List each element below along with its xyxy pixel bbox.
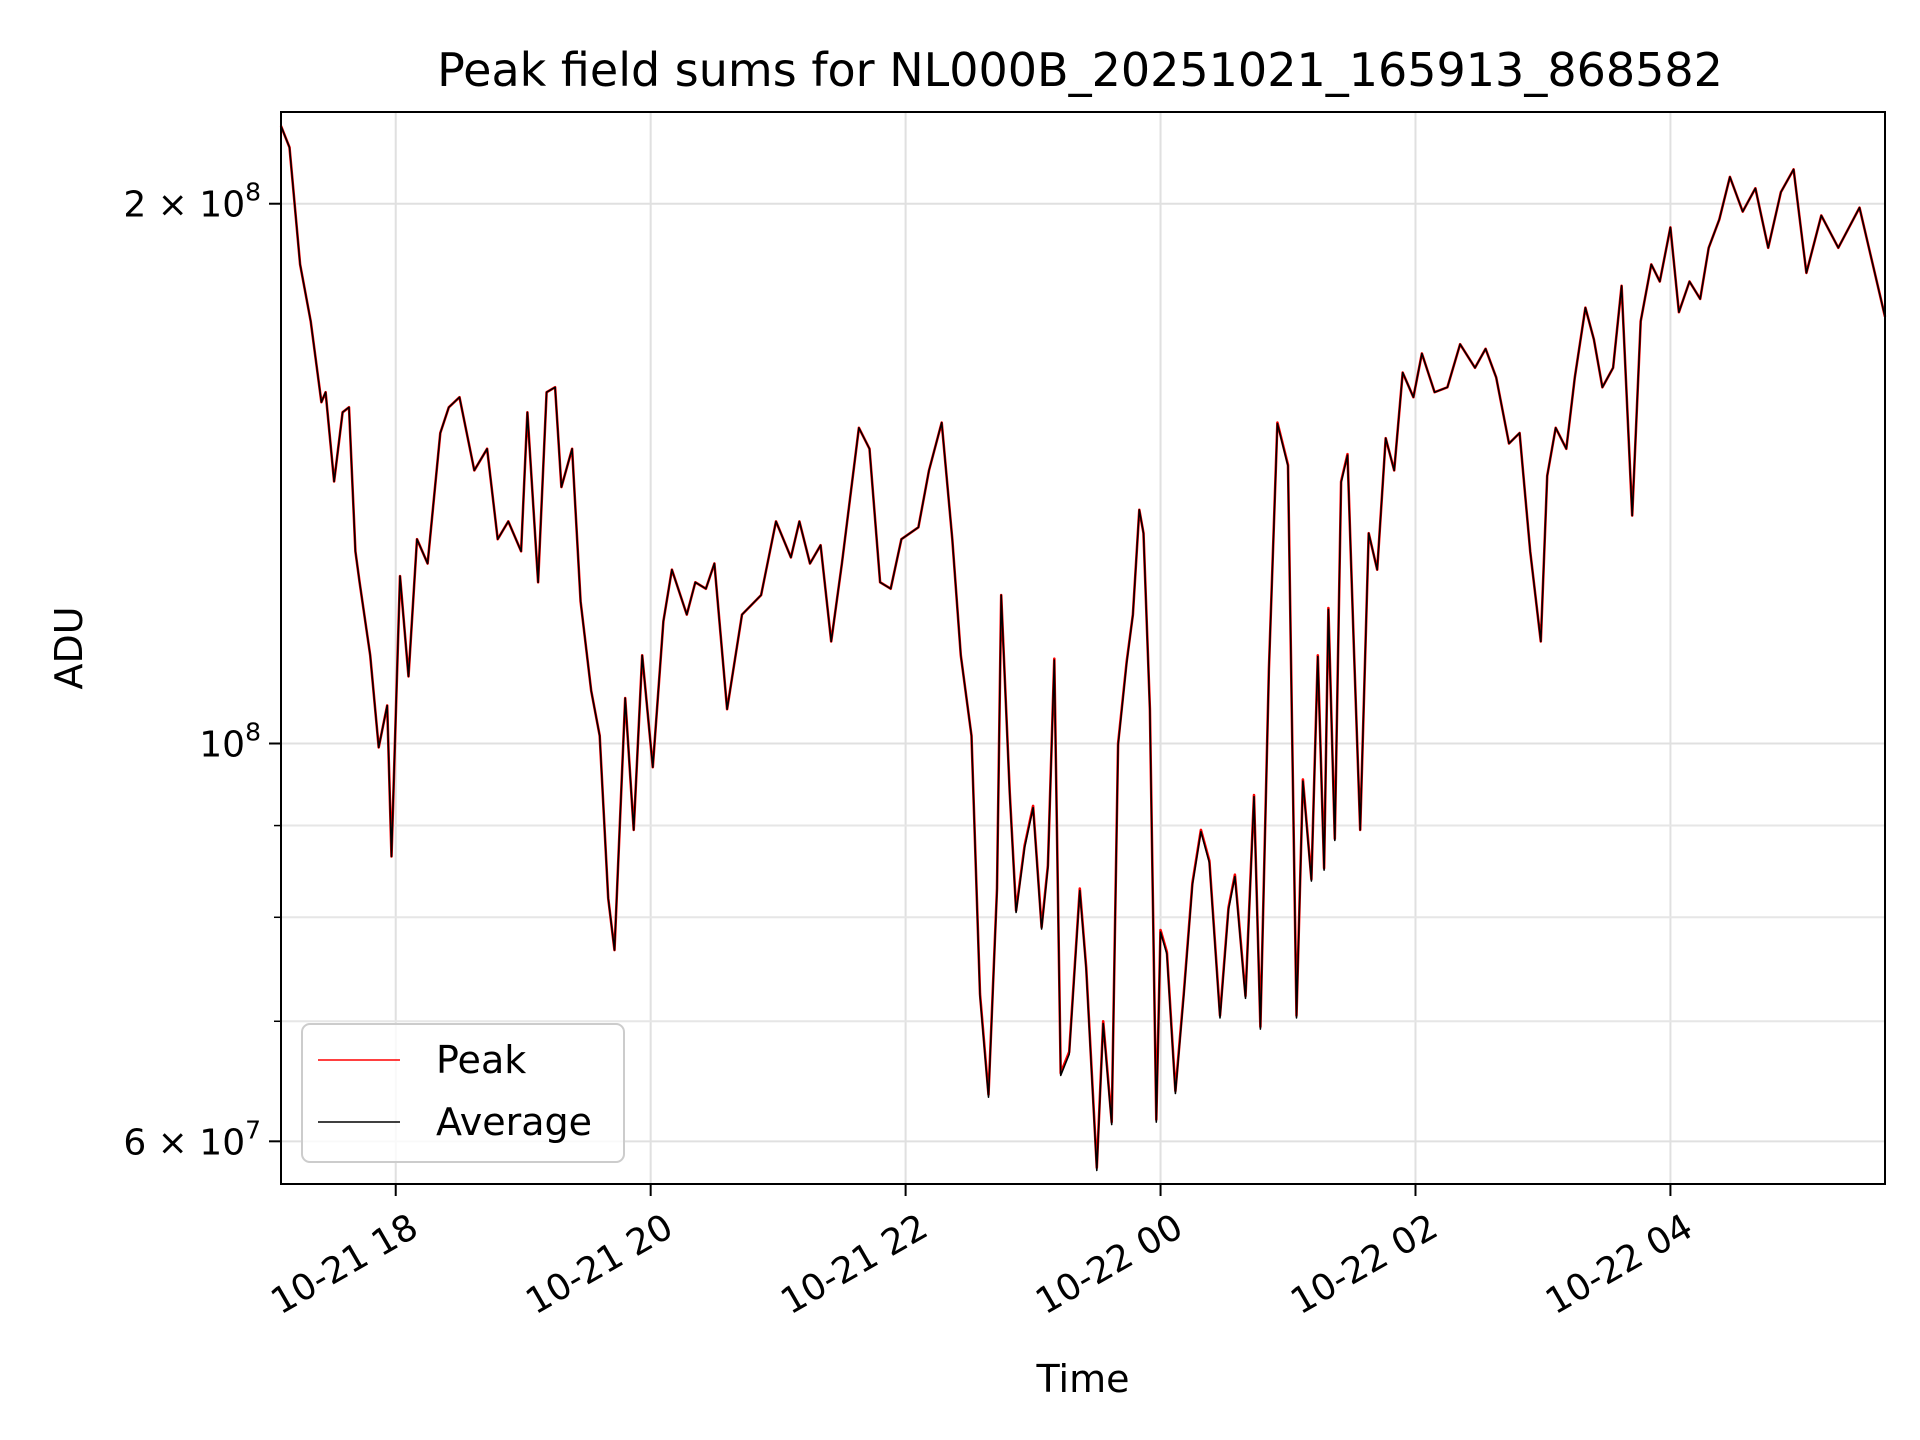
legend-box xyxy=(301,1023,625,1163)
grid xyxy=(281,112,1885,1184)
series-line-average xyxy=(280,125,1886,1172)
legend-average-label: Average xyxy=(436,1100,592,1144)
chart-title: Peak field sums for NL000B_20251021_1659… xyxy=(437,43,1723,97)
x-tick-label: 10-22 02 xyxy=(1284,1206,1445,1322)
series-layer xyxy=(279,125,1887,1172)
x-axis-label: Time xyxy=(1036,1357,1130,1401)
x-tick-label: 10-22 00 xyxy=(1029,1206,1190,1322)
x-tick-label: 10-21 18 xyxy=(264,1206,425,1322)
series-line-peak xyxy=(279,125,1887,1169)
legend-peak-label: Peak xyxy=(436,1038,526,1082)
x-tick-label: 10-21 20 xyxy=(519,1206,680,1322)
x-tick-label: 10-22 04 xyxy=(1539,1206,1700,1322)
y-tick-label: 2 × 108 xyxy=(123,178,261,226)
y-tick-label: 6 × 107 xyxy=(123,1115,261,1163)
y-axis-ticks: 2 × 108 108 6 × 107 xyxy=(123,178,281,1163)
legend: Peak Average xyxy=(301,1023,625,1163)
y-axis-label: ADU xyxy=(47,606,91,689)
x-axis-ticks: 10-21 18 10-21 20 10-21 22 10-22 00 10-22 02… xyxy=(264,1184,1700,1323)
plot-frame xyxy=(280,111,1886,1185)
y-tick-label: 108 xyxy=(199,718,261,766)
x-tick-label: 10-21 22 xyxy=(774,1206,935,1322)
